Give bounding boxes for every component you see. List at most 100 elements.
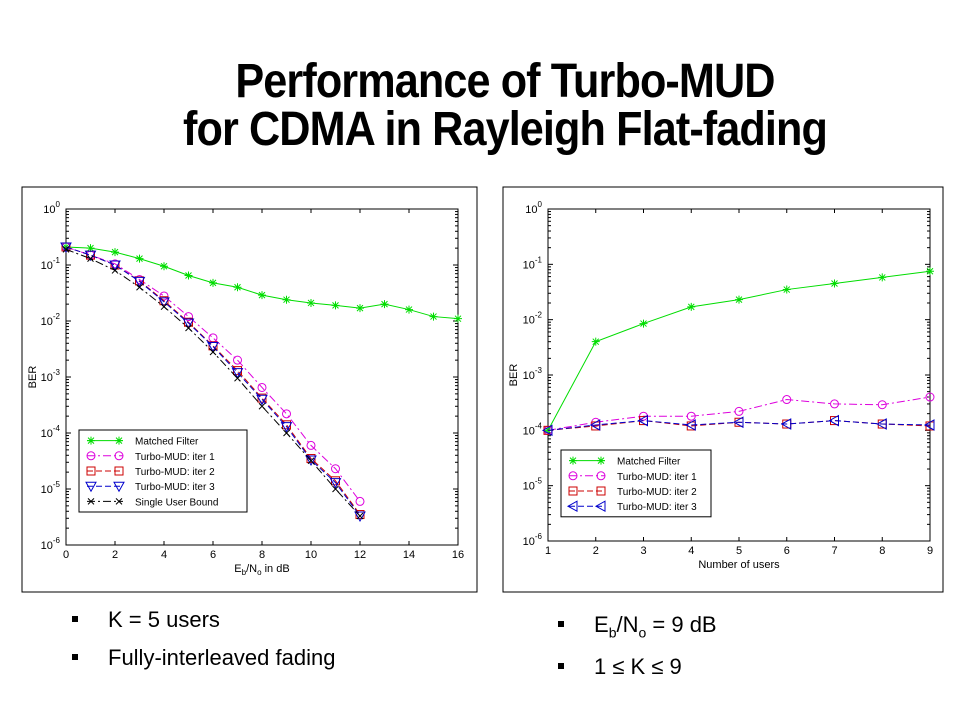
data-point <box>159 296 169 306</box>
y-tick-label: 10-6 <box>41 536 61 552</box>
data-point <box>639 319 648 328</box>
data-point <box>687 302 696 311</box>
legend-marker <box>597 456 605 465</box>
data-point <box>231 368 244 379</box>
data-point <box>184 317 193 327</box>
legend-marker <box>115 436 123 445</box>
series-5 <box>62 246 364 520</box>
bullet-square-icon <box>72 616 78 622</box>
data-point <box>830 399 839 409</box>
data-point <box>307 298 315 307</box>
x-tick-label: 16 <box>452 549 464 561</box>
x-tick-label: 7 <box>831 545 837 557</box>
x-tick-label: 4 <box>688 545 694 557</box>
y-tick-label: 10-1 <box>41 256 61 272</box>
series-4 <box>60 242 366 522</box>
data-point <box>136 283 143 291</box>
y-tick-label: 10-1 <box>523 255 543 271</box>
data-point <box>356 304 364 313</box>
data-point <box>111 248 119 257</box>
title-line-1: Performance of Turbo-MUD <box>235 55 775 108</box>
data-point <box>307 457 315 465</box>
data-point <box>877 400 887 410</box>
data-point <box>541 424 553 437</box>
data-point <box>780 418 792 430</box>
data-point <box>329 478 342 489</box>
data-point <box>133 276 146 288</box>
legend-marker <box>85 481 97 493</box>
data-point <box>830 279 839 288</box>
bullet-square-icon <box>558 621 564 627</box>
data-point <box>182 318 195 330</box>
y-tick-label: 10-2 <box>523 311 543 327</box>
data-point <box>332 485 339 493</box>
data-point <box>233 355 242 365</box>
data-point <box>306 440 316 450</box>
data-point <box>258 291 266 300</box>
x-tick-label: 9 <box>927 545 933 557</box>
legend-marker <box>596 486 606 496</box>
data-point <box>782 395 792 405</box>
x-axis-label: Number of users <box>698 559 780 571</box>
legend-marker <box>566 500 578 513</box>
y-tick-label: 100 <box>525 200 542 216</box>
data-point <box>925 392 935 402</box>
legend-marker <box>568 486 578 496</box>
data-point <box>184 312 193 322</box>
data-point <box>591 337 600 346</box>
x-tick-label: 5 <box>736 545 742 557</box>
x-tick-label: 6 <box>210 549 216 561</box>
data-point <box>280 422 293 433</box>
y-tick-label: 10-5 <box>41 480 61 496</box>
x-tick-label: 8 <box>879 545 885 557</box>
data-point <box>282 409 291 419</box>
data-point <box>87 255 94 262</box>
data-point <box>111 267 119 274</box>
y-tick-label: 10-6 <box>523 532 543 548</box>
legend-label: Turbo-MUD: iter 1 <box>135 452 215 463</box>
legend-label: Turbo-MUD: iter 2 <box>617 487 697 498</box>
data-point <box>589 419 601 431</box>
data-point <box>685 419 696 431</box>
data-point <box>160 303 168 311</box>
bullet-text: Fully-interleaved fading <box>108 645 336 670</box>
legend-marker <box>113 481 125 493</box>
data-point <box>209 348 217 356</box>
legend-label: Matched Filter <box>617 457 681 468</box>
legend-marker <box>114 466 124 476</box>
data-point <box>209 278 217 287</box>
legend-label: Turbo-MUD: iter 3 <box>135 482 215 493</box>
data-point <box>405 305 413 314</box>
series-2 <box>543 392 935 435</box>
data-point <box>782 285 791 294</box>
legend-marker <box>596 471 606 481</box>
data-point <box>109 260 121 272</box>
title-line-2: for CDMA in Rayleigh Flat-fading <box>182 103 828 156</box>
x-axis-label: Eb/No in dB <box>234 563 289 577</box>
legend-marker <box>86 451 96 461</box>
data-point <box>86 244 95 253</box>
data-point <box>926 267 934 276</box>
data-point <box>185 324 192 332</box>
legend-marker <box>114 451 124 461</box>
data-point <box>233 283 242 292</box>
data-point <box>355 496 365 506</box>
data-point <box>429 312 438 321</box>
bullet-square-icon <box>558 663 564 669</box>
data-point <box>160 262 168 271</box>
data-point <box>454 314 462 323</box>
y-axis-label: BER <box>27 366 39 389</box>
y-tick-label: 10-3 <box>41 368 61 384</box>
y-tick-label: 10-5 <box>523 477 543 493</box>
x-tick-label: 10 <box>305 549 317 561</box>
data-point <box>354 511 366 522</box>
legend-label: Turbo-MUD: iter 1 <box>617 472 697 483</box>
x-tick-label: 2 <box>112 549 118 561</box>
data-point <box>234 374 241 382</box>
data-point <box>159 291 169 301</box>
legend-marker <box>86 466 96 476</box>
y-tick-label: 10-3 <box>523 366 543 382</box>
data-point <box>331 301 340 310</box>
